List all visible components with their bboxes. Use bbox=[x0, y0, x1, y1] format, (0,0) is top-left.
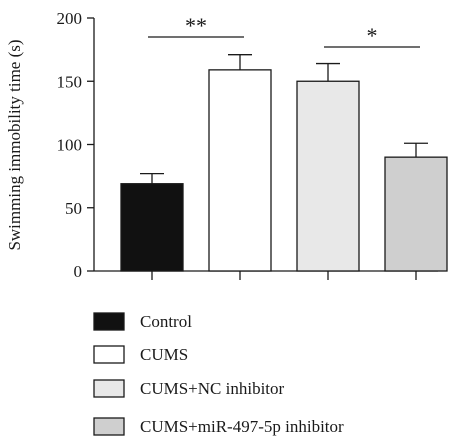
y-tick-label: 50 bbox=[65, 199, 82, 218]
legend-swatch bbox=[93, 312, 125, 331]
legend-label: CUMS bbox=[140, 345, 188, 364]
legend-label: CUMS+NC inhibitor bbox=[140, 379, 285, 398]
bar bbox=[120, 183, 184, 272]
significance-label: * bbox=[367, 23, 378, 48]
legend-swatch bbox=[93, 379, 125, 398]
legend-swatch bbox=[93, 345, 125, 364]
bar bbox=[208, 69, 272, 272]
bar bbox=[296, 80, 360, 272]
y-tick-label: 100 bbox=[57, 136, 83, 155]
significance-label: ** bbox=[185, 13, 207, 38]
legend: Control CUMS CUMS+NC inhibitor CUMS+miR-497… bbox=[93, 312, 344, 436]
legend-label: CUMS+miR-497-5p inhibitor bbox=[140, 417, 344, 436]
legend-label: Control bbox=[140, 312, 192, 331]
y-tick-label: 0 bbox=[74, 262, 83, 281]
legend-swatch bbox=[93, 417, 125, 436]
y-axis-title: Swimming immobility time (s) bbox=[5, 39, 24, 250]
y-tick-label: 150 bbox=[57, 72, 83, 91]
bar bbox=[384, 156, 448, 272]
y-tick-label: 200 bbox=[57, 9, 83, 28]
